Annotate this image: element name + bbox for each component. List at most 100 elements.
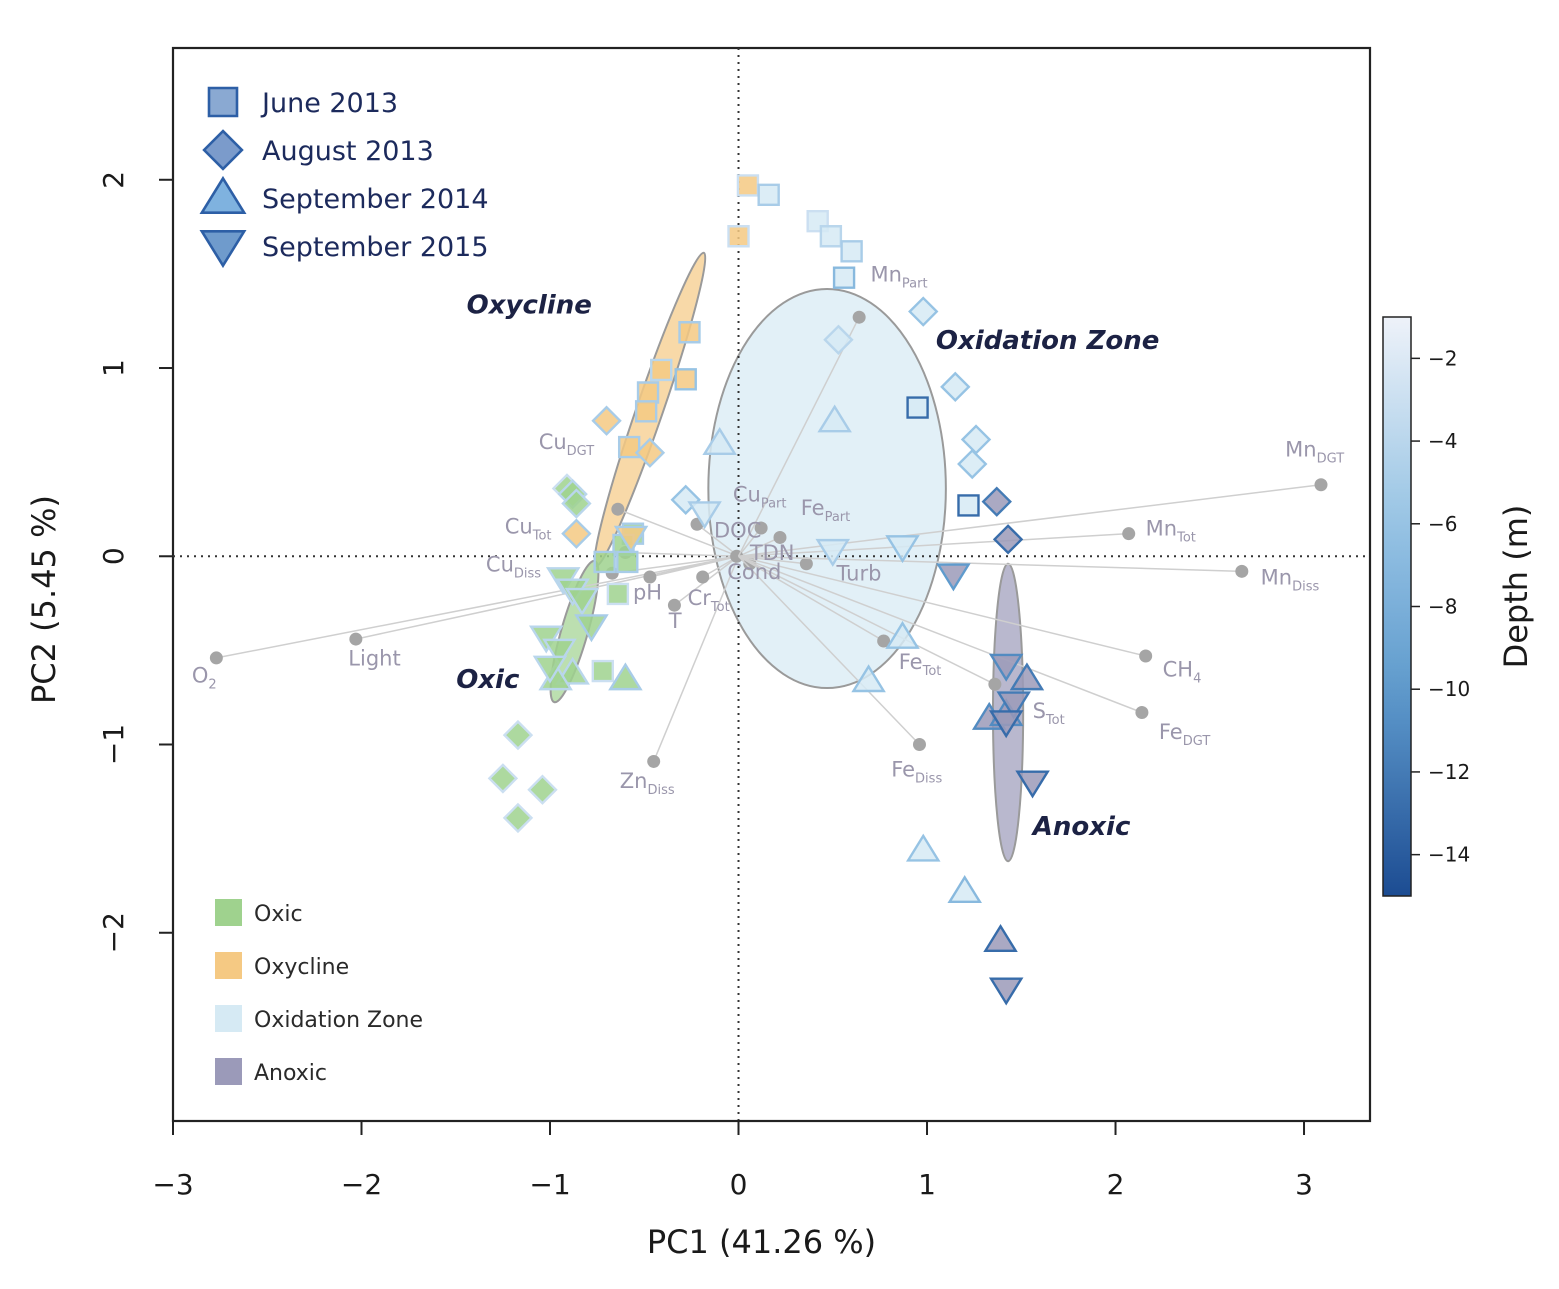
point-square-14 — [957, 494, 980, 517]
point-square-18 — [616, 550, 639, 574]
loading-dot-t — [667, 598, 681, 612]
colorbar-tick-label: −2 — [1428, 346, 1457, 370]
zone-legend-label-oxidation_zone: Oxidation Zone — [254, 1008, 423, 1033]
legend-label-square: June 2013 — [260, 88, 398, 119]
point-triangle-up-43 — [851, 664, 886, 693]
loading-label-mn-part: MnPart — [870, 262, 927, 291]
loading-dot-mn-dgt — [1314, 478, 1328, 492]
vector-ph — [649, 555, 739, 578]
legend-marker-square — [207, 86, 239, 118]
point-diamond-30 — [561, 488, 592, 519]
vector-fe-dgt — [738, 555, 1143, 714]
loading-dot-mn-tot — [1122, 527, 1136, 541]
point-square-17 — [593, 550, 616, 574]
loading-dot-fe-tot — [877, 634, 891, 648]
vector-turb — [738, 555, 807, 565]
point-diamond-23 — [940, 371, 971, 403]
loading-label-fe-part: FePart — [801, 496, 851, 525]
depth-colorbar: −2 −4 −6 −8 −10 −12 −14 Depth (m) — [1382, 316, 1535, 897]
zone-ellipses — [549, 251, 1025, 863]
x-tick-label: 1 — [918, 1168, 936, 1201]
vector-mn-diss — [738, 555, 1242, 573]
point-square-5 — [840, 240, 863, 263]
loading-dot-cr-tot — [696, 570, 710, 584]
colorbar-tick-label: −6 — [1428, 512, 1457, 536]
point-triangle-up-50 — [555, 656, 590, 685]
y-tick-label: −2 — [97, 912, 130, 953]
loading-label-t: T — [668, 609, 682, 633]
point-triangle-down-65 — [996, 691, 1032, 720]
zone-swatch-oxycline — [215, 952, 242, 979]
point-square-11 — [634, 400, 658, 423]
vector-mn-tot — [738, 532, 1129, 558]
point-diamond-24 — [591, 405, 622, 436]
vector-cu-tot — [625, 551, 739, 558]
point-triangle-down-62 — [542, 638, 577, 667]
point-diamond-37 — [527, 774, 558, 805]
point-square-7 — [678, 321, 701, 344]
loading-label-tdn: TDN — [749, 541, 795, 565]
loading-label-light: Light — [348, 646, 400, 670]
point-diamond-35 — [502, 719, 534, 751]
legend-marker-triangle-up — [199, 175, 247, 214]
point-square-0 — [736, 174, 760, 197]
x-tick-label: −2 — [341, 1168, 382, 1201]
point-triangle-down-68 — [988, 977, 1024, 1006]
point-triangle-down-63 — [532, 655, 568, 684]
point-diamond-22 — [823, 324, 854, 355]
vector-s-tot — [738, 555, 996, 685]
point-triangle-up-41 — [885, 620, 920, 649]
point-square-10 — [636, 381, 660, 404]
point-diamond-33 — [561, 518, 592, 549]
zone-label-oxic: Oxic — [456, 665, 520, 695]
point-square-19 — [606, 582, 630, 606]
zone-swatch-anoxic — [215, 1058, 242, 1085]
y-tick-label: 0 — [97, 547, 130, 565]
point-triangle-down-67 — [1015, 770, 1050, 799]
point-triangle-down-59 — [564, 587, 600, 616]
loading-dot-mn-part — [852, 310, 866, 324]
loading-label-cu-part: CuPart — [733, 483, 787, 512]
y-tick-label: 2 — [97, 171, 130, 189]
loading-label-cr-tot: CrTot — [688, 586, 730, 615]
colorbar-title: Depth (m) — [1497, 505, 1535, 669]
colorbar-tick-label: −14 — [1428, 843, 1470, 867]
loading-dot-mn-diss — [1235, 564, 1249, 578]
vector-cu-dgt — [617, 508, 739, 557]
vector-fe-diss — [737, 555, 921, 746]
loading-dot-s-tot — [988, 677, 1002, 691]
point-diamond-26 — [634, 437, 666, 468]
point-triangle-down-56 — [936, 563, 971, 592]
loading-label-s-tot: STot — [1033, 699, 1065, 728]
x-tick-label: 3 — [1295, 1168, 1313, 1201]
campaign-legend: June 2013 August 2013 September 2014 Septem… — [199, 86, 489, 269]
legend-label-diamond: August 2013 — [262, 136, 434, 167]
colorbar-tick-label: −12 — [1428, 760, 1470, 784]
y-axis-title: PC2 (5.45 %) — [25, 495, 63, 704]
point-triangle-down-52 — [687, 501, 722, 530]
zone-labels: Oxycline Oxidation Zone Oxic Anoxic — [456, 290, 1159, 841]
loading-dot-fe-part — [773, 530, 787, 544]
legend-marker-diamond — [202, 129, 244, 171]
loading-label-cu-diss: CuDiss — [486, 552, 541, 581]
loading-dot-turb — [799, 557, 813, 571]
legend-label-triangle-up: September 2014 — [262, 184, 489, 215]
loading-label-mn-tot: MnTot — [1146, 517, 1196, 546]
point-diamond-27 — [957, 448, 988, 480]
legend-label-triangle-down: September 2015 — [262, 232, 489, 263]
point-triangle-up-48 — [947, 875, 982, 904]
colorbar-tick-label: −4 — [1428, 429, 1457, 453]
point-square-20 — [591, 659, 614, 683]
loading-label-mn-dgt: MnDGT — [1285, 437, 1344, 466]
colorbar-tick-label: −8 — [1428, 595, 1457, 619]
point-diamond-36 — [487, 763, 519, 794]
loading-label-cond: Cond — [727, 560, 781, 584]
loading-label-fe-tot: FeTot — [899, 650, 942, 679]
point-diamond-38 — [502, 802, 534, 834]
point-triangle-up-49 — [983, 923, 1018, 952]
vector-mn-part — [737, 316, 860, 557]
loading-label-mn-diss: MnDiss — [1261, 566, 1320, 595]
vector-ch-4 — [738, 555, 1146, 657]
y-tick-label: 1 — [97, 359, 130, 377]
